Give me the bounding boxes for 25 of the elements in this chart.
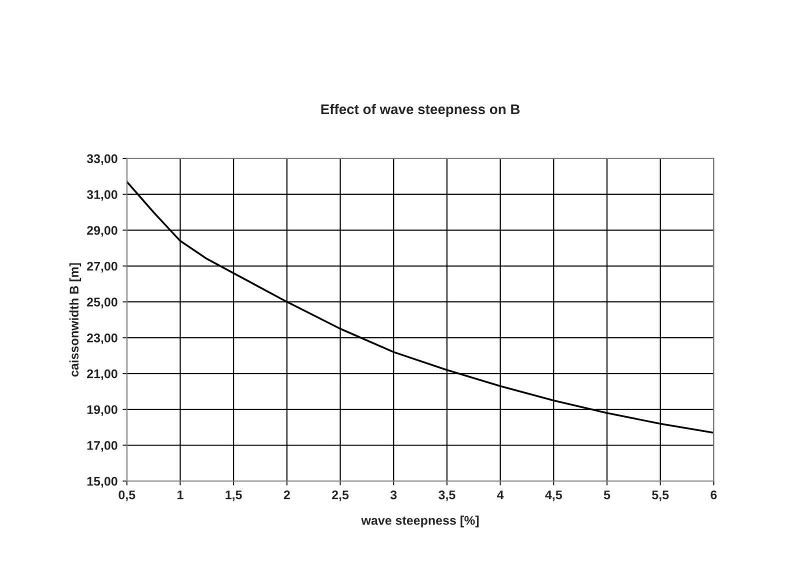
y-axis-title: caissonwidth B [m] [69,263,82,377]
y-tick-label: 25,00 [87,298,118,308]
y-tick-label: 19,00 [87,405,118,416]
x-axis-title: wave steepness [%] [361,516,479,528]
y-tick-label: 33,00 [86,154,118,165]
chart-title: Effect of wave steepness on B [321,104,520,117]
y-tick-label: 15,00 [87,476,118,488]
x-tick-label: 4 [497,490,504,500]
y-tick-label: 31,00 [86,190,118,201]
y-tick-label: 17,00 [87,441,118,452]
x-tick-label: 4,5 [545,490,562,502]
x-tick-label: 5,5 [652,490,669,502]
x-tick-label: 1 [178,490,184,500]
x-tick-label: 3 [390,490,397,500]
x-tick-label: 2,5 [332,490,349,502]
x-tick-label: 1,5 [226,490,242,502]
y-tick-label: 27,00 [87,262,118,272]
y-tick-label: 29,00 [87,226,118,237]
x-tick-label: 2 [284,490,290,500]
x-tick-label: 6 [710,490,717,500]
x-tick-label: 0,5 [118,490,136,502]
x-tick-label: 5 [604,490,610,500]
y-tick-label: 23,00 [87,334,118,344]
y-tick-label: 21,00 [87,369,118,380]
x-tick-label: 3,5 [438,490,456,502]
